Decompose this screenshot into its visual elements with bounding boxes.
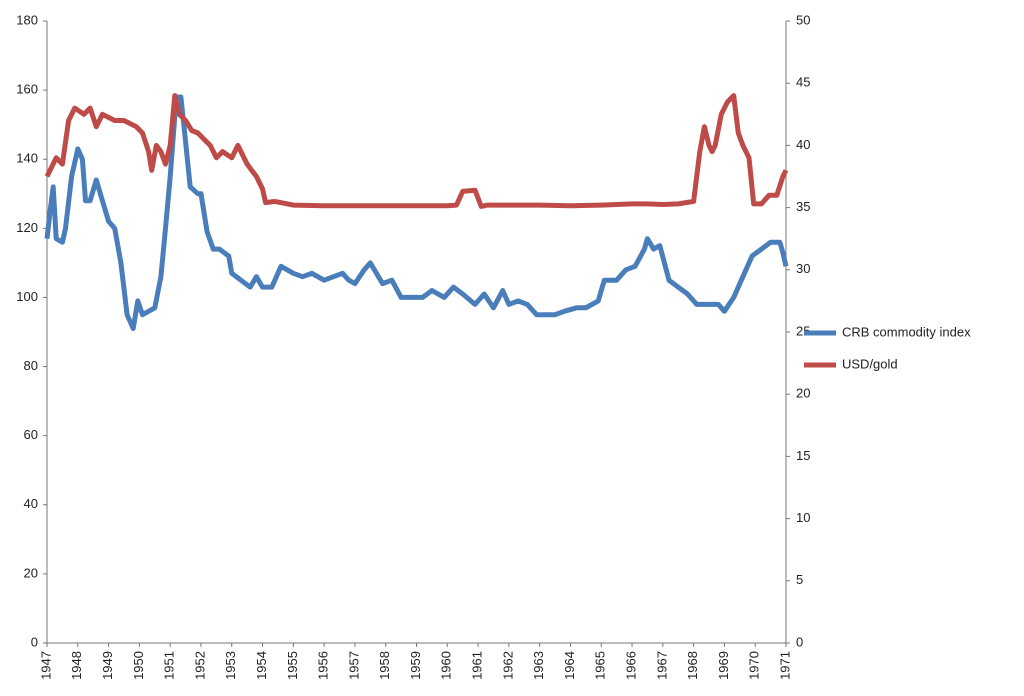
legend-label: USD/gold xyxy=(842,356,898,371)
x-tick-label: 1965 xyxy=(593,651,608,680)
y-tick-label: 160 xyxy=(16,82,38,97)
y2-tick-label: 50 xyxy=(796,12,810,27)
x-tick-label: 1954 xyxy=(254,651,269,680)
y2-tick-label: 20 xyxy=(796,386,810,401)
x-tick-label: 1956 xyxy=(316,651,331,680)
x-tick-label: 1970 xyxy=(747,651,762,680)
x-tick-label: 1959 xyxy=(408,651,423,680)
y-tick-label: 60 xyxy=(24,427,38,442)
x-tick-label: 1951 xyxy=(162,651,177,680)
x-tick-label: 1948 xyxy=(69,651,84,680)
y-tick-label: 40 xyxy=(24,496,38,511)
legend-label: CRB commodity index xyxy=(842,324,971,339)
x-tick-label: 1958 xyxy=(377,651,392,680)
y-tick-label: 180 xyxy=(16,12,38,27)
series-line xyxy=(44,93,789,209)
x-tick-label: 1960 xyxy=(439,651,454,680)
x-tick-label: 1967 xyxy=(654,651,669,680)
x-tick-label: 1952 xyxy=(192,651,207,680)
x-tick-label: 1949 xyxy=(100,651,115,680)
y-tick-label: 20 xyxy=(24,565,38,580)
x-tick-label: 1955 xyxy=(285,651,300,680)
x-tick-label: 1950 xyxy=(131,651,146,680)
x-tick-label: 1961 xyxy=(470,651,485,680)
x-tick-label: 1947 xyxy=(38,651,53,680)
x-tick-label: 1957 xyxy=(346,651,361,680)
x-tick-label: 1969 xyxy=(716,651,731,680)
series-line xyxy=(44,94,789,331)
x-tick-label: 1962 xyxy=(500,651,515,680)
x-tick-label: 1964 xyxy=(562,651,577,680)
x-tick-label: 1966 xyxy=(623,651,638,680)
y2-tick-label: 45 xyxy=(796,75,810,90)
y2-tick-label: 5 xyxy=(796,572,803,587)
y2-tick-label: 40 xyxy=(796,137,810,152)
y-tick-label: 0 xyxy=(31,634,38,649)
x-tick-label: 1971 xyxy=(777,651,792,680)
y-tick-label: 140 xyxy=(16,151,38,166)
x-tick-label: 1963 xyxy=(531,651,546,680)
y2-tick-label: 35 xyxy=(796,199,810,214)
y2-tick-label: 15 xyxy=(796,448,810,463)
y2-tick-label: 30 xyxy=(796,261,810,276)
y-tick-label: 80 xyxy=(24,358,38,373)
y-tick-label: 120 xyxy=(16,220,38,235)
y-tick-label: 100 xyxy=(16,289,38,304)
x-tick-label: 1953 xyxy=(223,651,238,680)
y2-tick-label: 10 xyxy=(796,510,810,525)
x-tick-label: 1968 xyxy=(685,651,700,680)
y2-tick-label: 0 xyxy=(796,634,803,649)
